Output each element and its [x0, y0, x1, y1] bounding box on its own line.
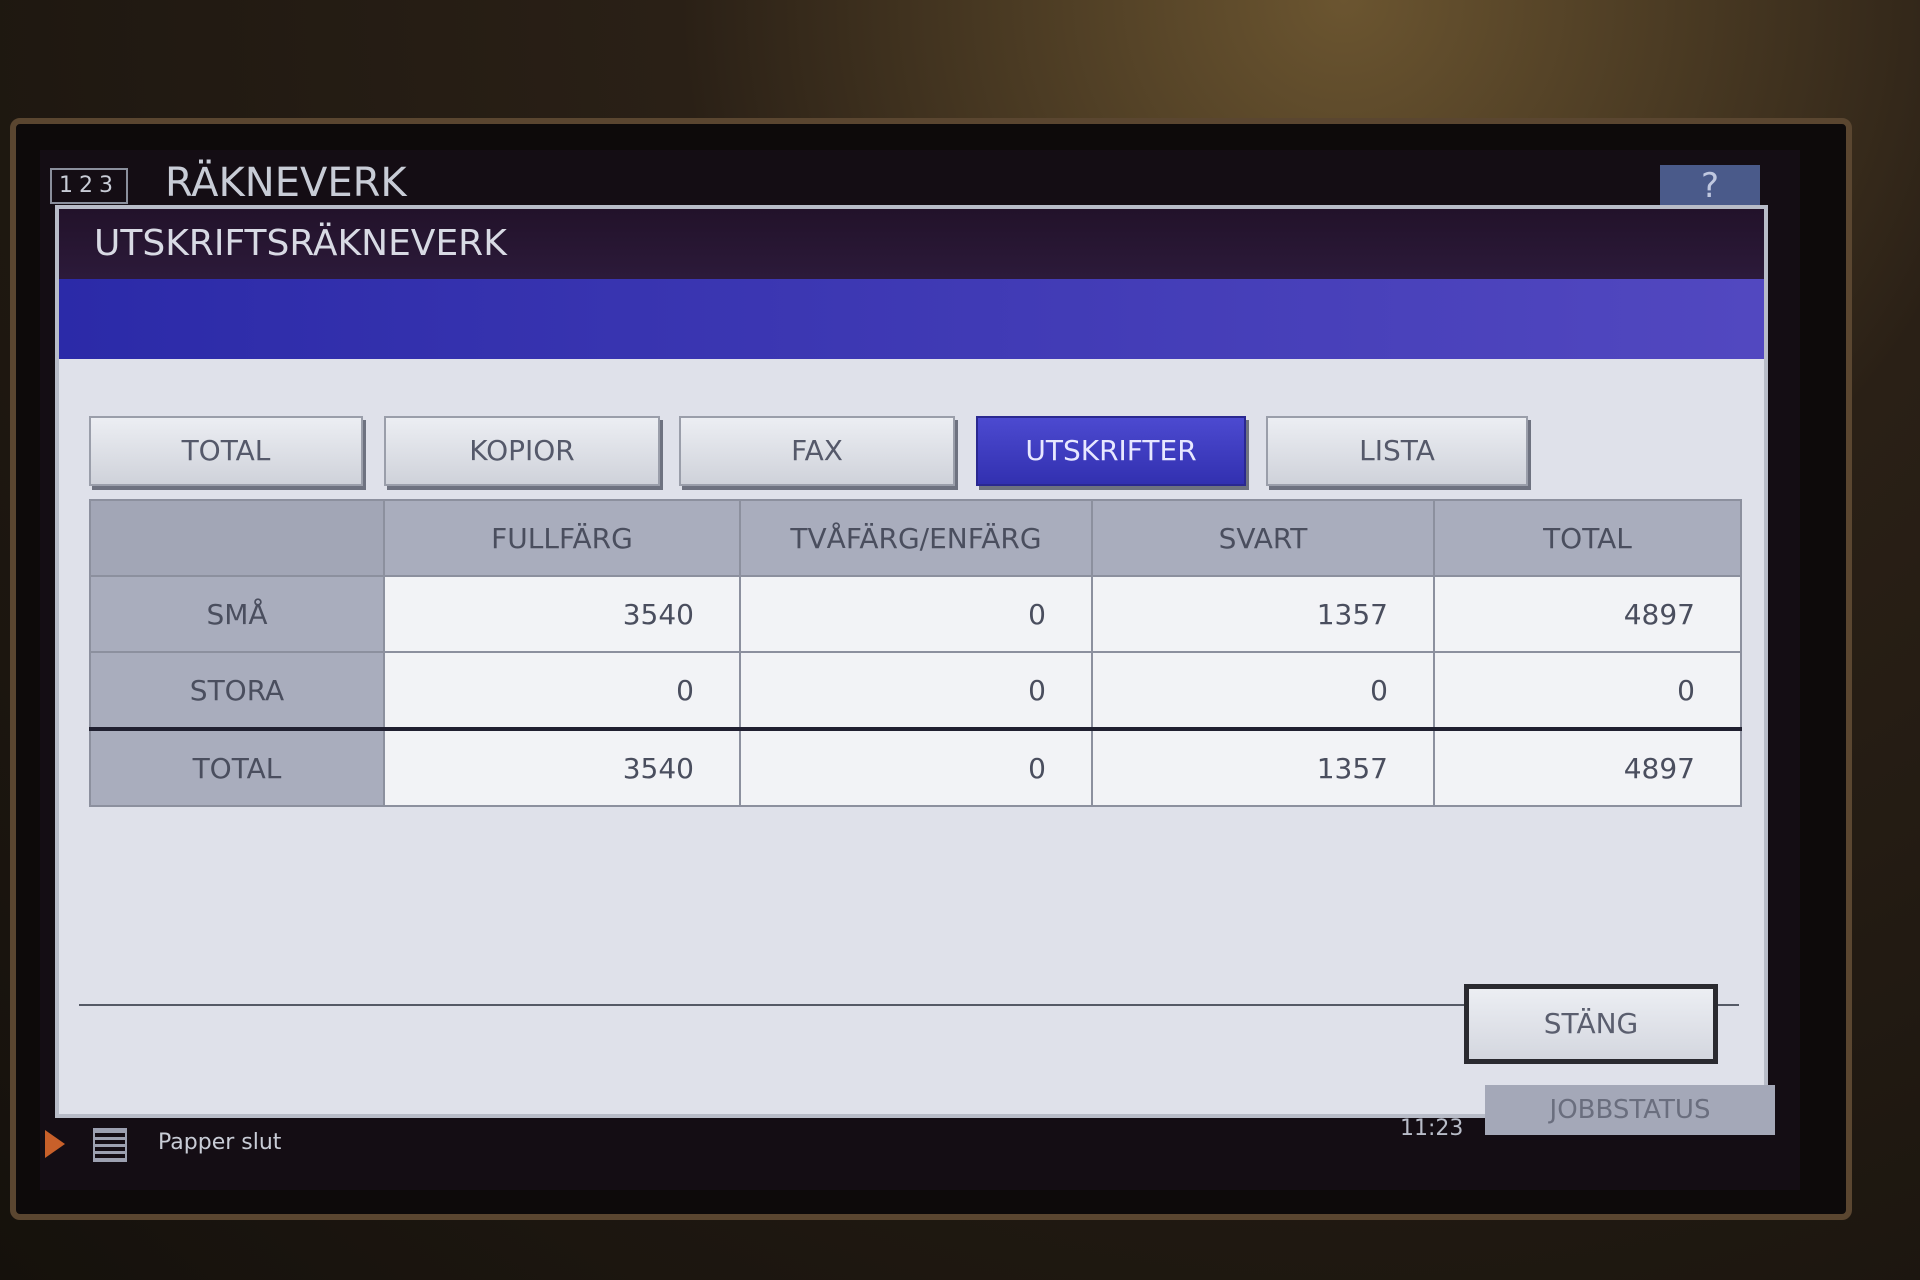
dialog-header-band	[59, 279, 1764, 359]
row-label: TOTAL	[89, 727, 385, 807]
cell-value: 0	[739, 651, 1093, 730]
counter-dialog: UTSKRIFTSRÄKNEVERK TOTAL KOPIOR FAX UTSK…	[55, 205, 1768, 1118]
cell-value: 1357	[1091, 727, 1435, 807]
header-total: TOTAL	[1433, 499, 1742, 577]
row-label: SMÅ	[89, 575, 385, 653]
counter-table: FULLFÄRG TVÅFÄRG/ENFÄRG SVART TOTAL SMÅ …	[89, 499, 1742, 807]
cell-value: 0	[739, 727, 1093, 807]
status-bar: Papper slut 11:23	[45, 1116, 1760, 1178]
header-tvafarg: TVÅFÄRG/ENFÄRG	[739, 499, 1093, 577]
clock-time: 11:23	[1400, 1116, 1464, 1141]
job-status-button[interactable]: JOBBSTATUS	[1485, 1085, 1775, 1135]
cell-value: 4897	[1433, 727, 1742, 807]
table-row: SMÅ 3540 0 1357 4897	[89, 575, 1742, 653]
tab-lista[interactable]: LISTA	[1266, 416, 1528, 486]
cell-value: 4897	[1433, 575, 1742, 653]
cell-value: 3540	[383, 727, 741, 807]
warning-arrow-icon	[45, 1130, 65, 1158]
table-row: STORA 0 0 0 0	[89, 651, 1742, 730]
header-corner	[89, 499, 385, 577]
header-fullfarg: FULLFÄRG	[383, 499, 741, 577]
counter-icon-box: 123	[50, 168, 128, 204]
table-header-row: FULLFÄRG TVÅFÄRG/ENFÄRG SVART TOTAL	[89, 499, 1742, 577]
status-message: Papper slut	[158, 1130, 282, 1155]
close-button[interactable]: STÄNG	[1464, 984, 1718, 1064]
dialog-title: UTSKRIFTSRÄKNEVERK	[59, 209, 1764, 279]
tab-utskrifter[interactable]: UTSKRIFTER	[976, 416, 1246, 486]
row-label: STORA	[89, 651, 385, 730]
cell-value: 0	[1091, 651, 1435, 730]
cell-value: 0	[1433, 651, 1742, 730]
table-row-total: TOTAL 3540 0 1357 4897	[89, 727, 1742, 807]
tab-kopior[interactable]: KOPIOR	[384, 416, 660, 486]
divider	[79, 1004, 1739, 1006]
list-icon[interactable]	[93, 1128, 127, 1162]
help-button[interactable]: ?	[1660, 165, 1760, 207]
tab-total[interactable]: TOTAL	[89, 416, 363, 486]
cell-value: 0	[739, 575, 1093, 653]
screen-title: RÄKNEVERK	[165, 160, 407, 206]
cell-value: 0	[383, 651, 741, 730]
cell-value: 1357	[1091, 575, 1435, 653]
cell-value: 3540	[383, 575, 741, 653]
header-svart: SVART	[1091, 499, 1435, 577]
tab-fax[interactable]: FAX	[679, 416, 955, 486]
